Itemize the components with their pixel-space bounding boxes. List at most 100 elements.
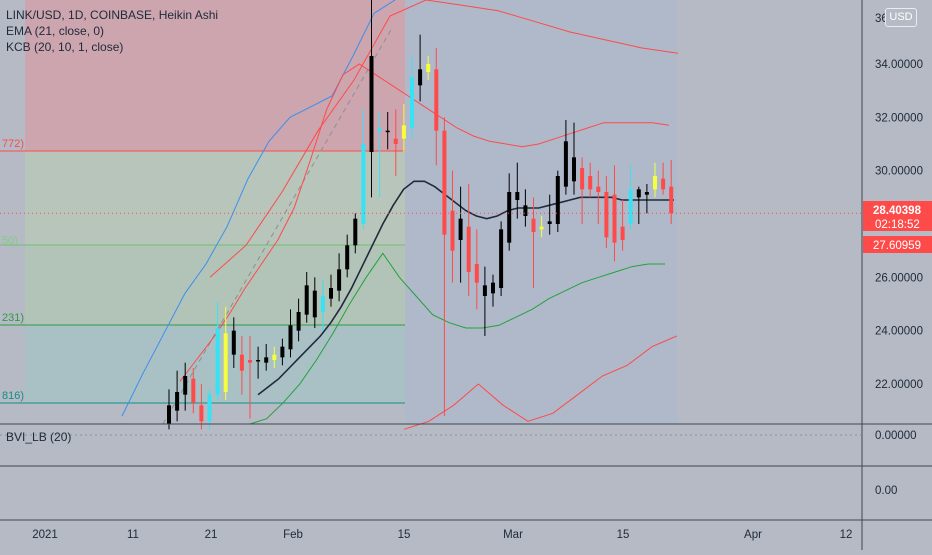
candle-body [183,376,188,395]
fib-zone-teal [25,325,405,403]
candle-body [304,285,309,315]
last-price-value: 28.40398 [873,205,922,217]
candle-body [337,269,342,291]
candle-body [474,264,479,283]
candle-body [507,192,512,243]
candle-body [636,189,641,198]
candle-body [515,192,520,200]
candle-body [239,354,244,371]
candle-body [377,128,382,131]
candle-body [466,226,471,272]
candle-body [199,405,204,422]
y-axis-tick-4: 30.00000 [875,166,923,178]
x-tick-feb: Feb [283,529,303,541]
candle-body [288,325,293,350]
candle-body [580,168,585,190]
candle-body [320,296,325,312]
candle-body [393,138,398,144]
candle-body [280,346,285,358]
candle-body [482,285,487,296]
y-axis-tick-2: 26.00000 [875,272,923,284]
candle-body [215,328,220,395]
candle-body [523,205,528,216]
candle-body [353,218,358,246]
candle-body [167,405,171,424]
outer-lower-band [403,335,677,430]
x-tick-mar: Mar [503,529,523,541]
x-tick-2021: 2021 [32,529,58,541]
y-axis-tick-5: 32.00000 [875,112,923,124]
candle-body [531,218,536,232]
low-price-value: 27.60959 [873,240,921,252]
bvi-axis-tick-2: 0.00 [875,485,897,497]
y-axis-tick-0: 22.00000 [875,379,923,391]
candle-body [499,229,504,288]
candle-body [491,282,495,294]
candle-body [653,176,657,190]
fib-label-2: 50) [2,235,18,247]
ema-legend[interactable]: EMA (21, close, 0) [6,24,105,38]
candle-body [450,210,455,251]
candle-body [345,245,350,270]
candle-body [669,186,674,214]
candle-body [207,394,212,422]
x-tick-12: 12 [840,529,853,541]
candle-body [385,130,390,133]
candle-body [604,192,609,238]
x-tick-apr: Apr [744,529,762,541]
candle-body [256,360,261,362]
fib-label-4: 816) [2,390,24,402]
fib-zone-green-lower [25,245,405,325]
candles [167,0,674,430]
fib-trend-line [162,27,393,425]
low-price-tag: 27.60959 [863,236,932,253]
fib-band-line [121,0,396,417]
candle-body [248,360,252,363]
candle-body [272,354,277,360]
candle-body [458,218,463,240]
inner-upper-band-red [179,63,670,382]
candle-body [175,392,180,411]
y-axis-tick-6: 34.00000 [875,59,923,71]
candle-body [620,226,625,240]
candle-body [555,176,560,224]
fib-label-1: 772) [2,138,24,150]
candle-body [612,194,617,243]
kcb-legend[interactable]: KCB (20, 10, 1, close) [6,40,124,54]
candle-body [628,189,633,224]
candle-body [572,157,576,182]
candle-body [426,64,431,72]
candle-body [434,69,439,131]
price-axis[interactable]: 22.0000024.0000026.0000028.0000030.00000… [875,59,923,391]
last-price-tag: 28.40398 02:18:52 [863,201,932,231]
candle-body [329,288,333,299]
candle-body [644,192,649,195]
candle-body [296,312,301,331]
candle-body [231,330,236,355]
bvi-indicator-label[interactable]: BVI_LB (20) [6,430,72,444]
candle-body [588,176,593,190]
fib-label-3: 231) [2,312,24,324]
candle-body [223,333,228,392]
candle-body [442,130,447,235]
candle-body [418,69,423,86]
symbol-title[interactable]: LINK/USD, 1D, COINBASE, Heikin Ashi [6,8,219,22]
bar-countdown: 02:18:52 [875,219,920,231]
x-tick-15-mar: 15 [617,529,630,541]
candle-body [596,186,601,192]
time-axis[interactable]: 2021 11 21 Feb 15 Mar 15 Apr 12 [32,529,852,541]
candle-body [191,378,196,403]
x-tick-21: 21 [205,529,218,541]
candle-body [661,178,666,190]
candle-body [312,290,317,318]
bvi-axis-tick-1: 0.00000 [875,430,917,442]
outer-upper-band [209,0,679,278]
fib-zone-green-upper [25,151,405,245]
inner-lower-band [249,252,665,425]
currency-button[interactable]: USD [885,8,917,27]
x-tick-15-feb: 15 [398,529,411,541]
chart-legend: LINK/USD, 1D, COINBASE, Heikin Ashi EMA … [6,7,218,55]
candle-body [539,226,544,230]
